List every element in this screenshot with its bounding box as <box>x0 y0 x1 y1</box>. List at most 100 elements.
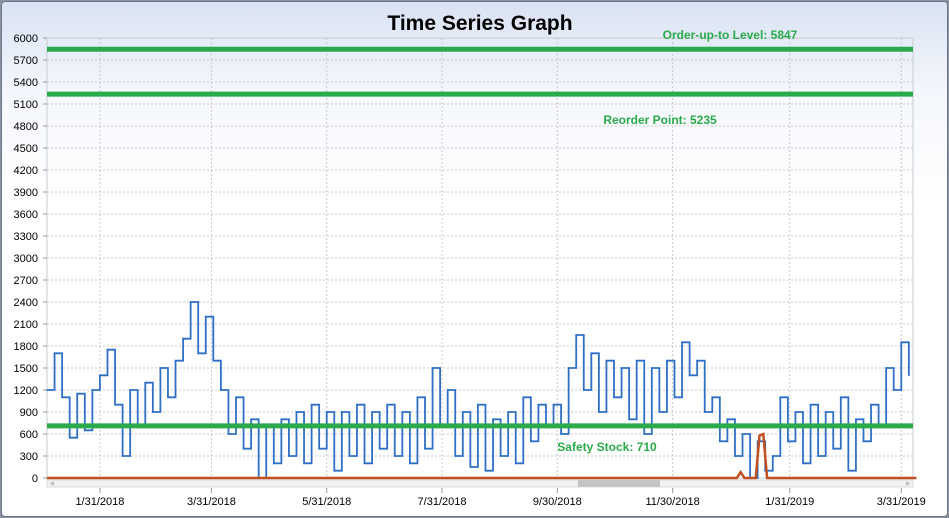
y-tick-label: 1500 <box>14 363 38 375</box>
x-tick-label: 1/31/2019 <box>765 496 814 508</box>
scroll-right-arrow[interactable] <box>906 481 910 486</box>
y-tick-label: 5100 <box>14 99 38 111</box>
data-point-inventory <box>696 359 698 362</box>
data-point-inventory <box>174 359 177 362</box>
data-point-inventory <box>908 374 910 377</box>
data-point-inventory <box>114 403 116 406</box>
data-point-inventory <box>620 367 623 369</box>
scrollbar-thumb[interactable] <box>578 480 660 487</box>
x-axis: 1/31/2018 3/31/2018 5/31/2018 7/31/2018 9/30… <box>75 488 926 508</box>
data-point-inventory <box>522 396 525 399</box>
data-point-inventory <box>870 403 872 406</box>
y-axis: 0 300 600 900 1200 1500 1800 2100 2400 2700 3000 33… <box>14 33 47 485</box>
data-point-inventory <box>590 352 593 355</box>
data-point-inventory <box>605 359 608 362</box>
y-tick-label: 2100 <box>14 319 38 331</box>
y-tick-label: 6000 <box>14 33 38 45</box>
data-point-inventory <box>84 429 86 432</box>
reference-line-label: Order-up-to Level: 5847 <box>663 28 798 42</box>
data-point-inventory <box>121 455 124 457</box>
data-point-inventory <box>401 411 404 413</box>
y-tick-label: 1800 <box>14 341 38 353</box>
data-point-inventory <box>91 389 94 391</box>
reference-lines: Order-up-to Level: 5847 Reorder Point: 52… <box>47 28 913 454</box>
data-point-inventory <box>99 374 101 377</box>
data-point-inventory <box>862 440 865 443</box>
data-point-inventory <box>106 348 109 351</box>
data-point-inventory <box>703 411 706 413</box>
data-point-inventory <box>386 403 389 406</box>
data-point-inventory <box>348 455 351 457</box>
scroll-left-arrow[interactable] <box>50 481 54 486</box>
data-point-inventory <box>273 462 275 465</box>
y-tick-label: 1200 <box>14 385 38 397</box>
data-point-inventory <box>220 389 222 391</box>
y-tick-label: 3300 <box>14 231 38 243</box>
y-tick-label: 600 <box>20 429 38 441</box>
data-point-inventory <box>295 411 298 413</box>
data-point-inventory <box>333 469 336 472</box>
data-point-inventory <box>250 418 252 421</box>
y-tick-label: 900 <box>20 407 38 419</box>
x-tick-label: 3/31/2019 <box>877 496 926 508</box>
data-point-inventory <box>46 389 48 391</box>
data-point-inventory <box>582 389 585 391</box>
x-tick-label: 11/30/2018 <box>645 496 699 508</box>
data-point-inventory <box>76 392 79 395</box>
data-point-inventory <box>809 403 812 406</box>
data-point-inventory <box>688 374 691 377</box>
data-point-inventory <box>325 411 328 413</box>
data-point-inventory <box>378 447 381 450</box>
data-point-inventory <box>189 301 192 303</box>
data-point-inventory <box>530 440 532 443</box>
data-point-inventory <box>477 403 479 406</box>
reference-line-label: Safety Stock: 710 <box>557 440 657 454</box>
data-point-inventory <box>575 334 577 336</box>
data-point-inventory <box>779 396 782 399</box>
data-point-inventory <box>393 455 396 457</box>
data-point-inventory <box>741 433 744 435</box>
data-point-inventory <box>431 367 434 369</box>
data-point-inventory <box>771 455 774 457</box>
data-point-inventory <box>499 455 502 457</box>
data-point-inventory <box>341 411 343 413</box>
data-point-inventory <box>514 462 517 465</box>
data-point-inventory <box>794 411 797 413</box>
data-point-inventory <box>416 396 419 399</box>
data-point-inventory <box>484 469 487 472</box>
data-point-inventory <box>492 418 494 421</box>
data-point-inventory <box>635 359 638 362</box>
data-point-inventory <box>832 447 835 450</box>
y-tick-label: 4800 <box>14 121 38 133</box>
data-point-inventory <box>144 381 147 384</box>
data-point-inventory <box>681 341 683 344</box>
y-tick-label: 4500 <box>14 143 38 155</box>
series-group <box>46 301 917 480</box>
x-tick-label: 7/31/2018 <box>418 496 467 508</box>
data-point-inventory <box>802 462 804 465</box>
chart-title: Time Series Graph <box>387 12 572 35</box>
data-point-inventory <box>53 352 56 355</box>
data-point-inventory <box>280 418 283 421</box>
y-tick-label: 3000 <box>14 253 38 265</box>
data-point-inventory <box>204 315 207 318</box>
data-point-inventory <box>212 359 215 362</box>
data-point-inventory <box>628 418 630 421</box>
data-point-inventory <box>462 411 464 413</box>
horizontal-scrollbar[interactable] <box>46 479 914 488</box>
data-point-inventory <box>507 411 509 413</box>
reference-line-label: Reorder Point: 5235 <box>603 113 717 127</box>
data-point-inventory <box>673 396 676 399</box>
data-point-inventory <box>734 455 736 457</box>
data-point-inventory <box>454 455 457 457</box>
data-point-inventory <box>235 396 237 399</box>
data-point-inventory <box>288 455 290 457</box>
data-point-inventory <box>651 367 653 369</box>
x-tick-label: 9/30/2018 <box>533 496 582 508</box>
data-point-inventory <box>666 359 668 362</box>
data-point-inventory <box>787 440 789 443</box>
data-point-inventory <box>552 403 555 406</box>
y-tick-label: 2400 <box>14 297 38 309</box>
data-point-inventory <box>840 396 842 399</box>
